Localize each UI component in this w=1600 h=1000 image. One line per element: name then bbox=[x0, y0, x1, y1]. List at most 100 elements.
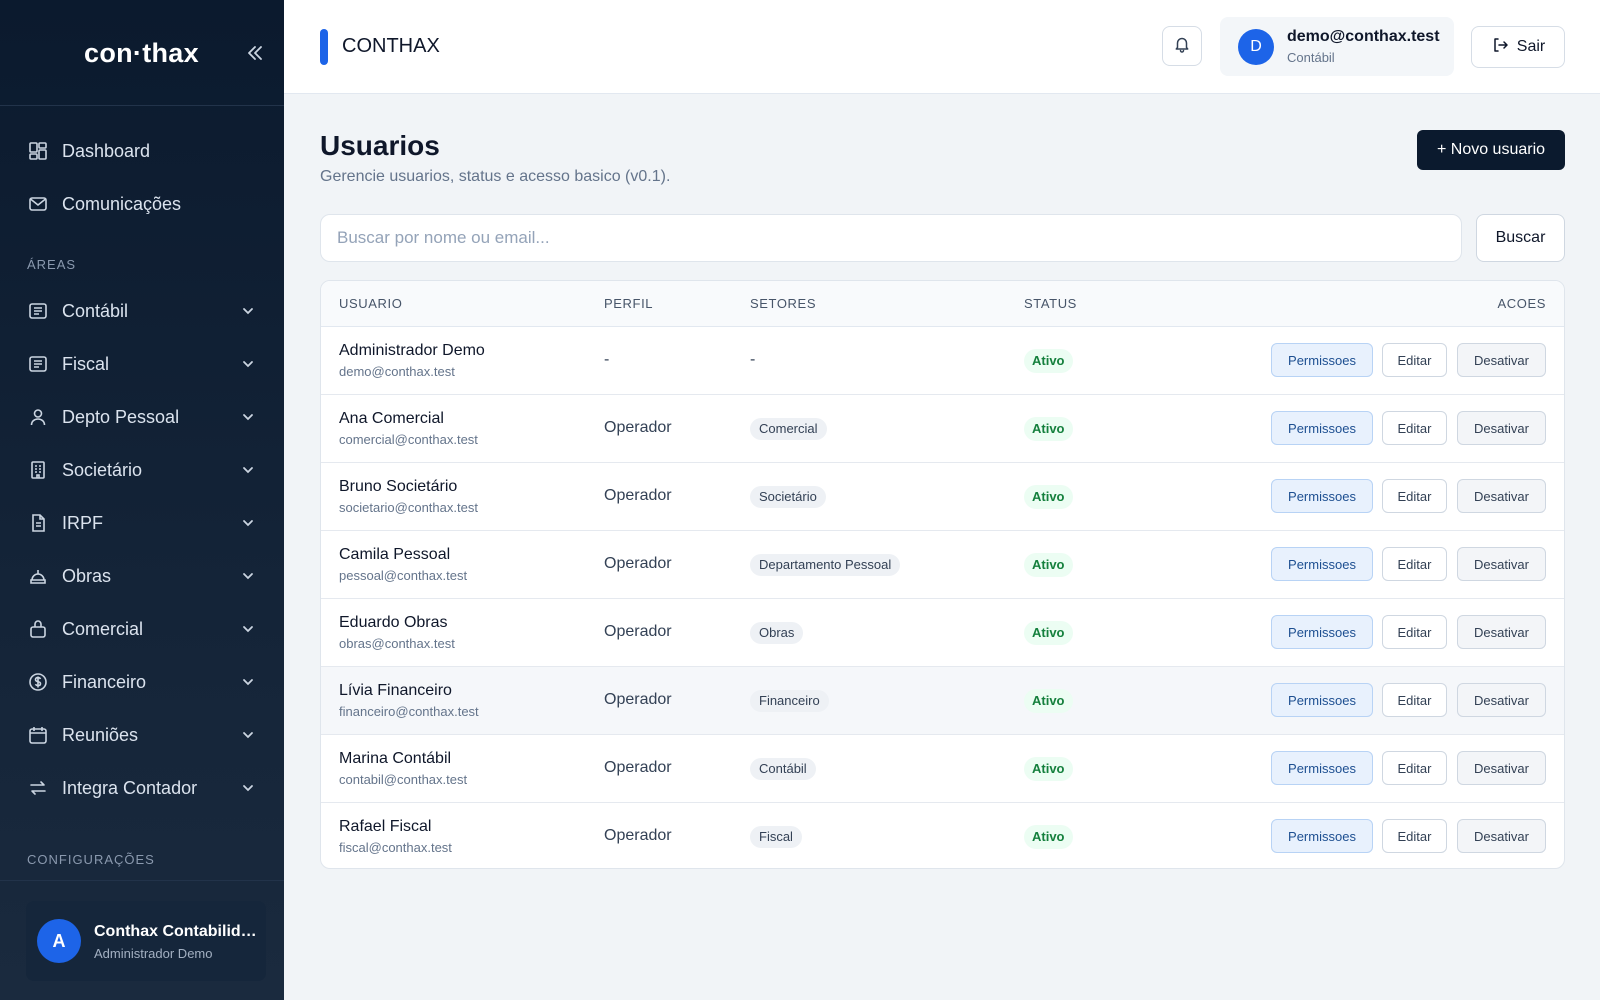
sidebar-item-label: Societário bbox=[62, 459, 143, 480]
deactivate-button[interactable]: Desativar bbox=[1457, 479, 1546, 513]
permissions-button[interactable]: Permissoes bbox=[1271, 411, 1373, 445]
edit-button[interactable]: Editar bbox=[1382, 343, 1447, 377]
status-badge: Ativo bbox=[1024, 825, 1073, 849]
dashboard-icon bbox=[28, 141, 48, 161]
table-row: Rafael Fiscal fiscal@conthax.test Operador… bbox=[321, 803, 1564, 868]
user-profile: Operador bbox=[604, 419, 672, 436]
sidebar-item-dashboard[interactable]: Dashboard bbox=[0, 131, 284, 171]
column-header-acoes: ACOES bbox=[1497, 296, 1546, 311]
construction-icon bbox=[28, 566, 48, 586]
sidebar-item-reunioes[interactable]: Reuniões bbox=[0, 715, 284, 755]
topbar: CONTHAX D demo@conthax.test Contábil Sai… bbox=[284, 0, 1600, 94]
edit-button[interactable]: Editar bbox=[1382, 615, 1447, 649]
column-header-setores: SETORES bbox=[750, 296, 817, 311]
sidebar-item-irpf[interactable]: IRPF bbox=[0, 503, 284, 543]
sidebar-item-financeiro[interactable]: Financeiro bbox=[0, 662, 284, 702]
document-icon bbox=[28, 513, 48, 533]
page-title: Usuarios bbox=[320, 130, 440, 161]
permissions-button[interactable]: Permissoes bbox=[1271, 547, 1373, 581]
sidebar-item-fiscal[interactable]: Fiscal bbox=[0, 344, 284, 384]
chevron-down-icon bbox=[240, 621, 256, 637]
user-name: Marina Contábil bbox=[339, 750, 452, 767]
user-role: Contábil bbox=[1287, 50, 1335, 65]
permissions-button[interactable]: Permissoes bbox=[1271, 615, 1373, 649]
status-badge: Ativo bbox=[1024, 349, 1073, 373]
receipt-icon bbox=[28, 354, 48, 374]
sector-badge: Comercial bbox=[750, 418, 827, 440]
user-menu[interactable]: D demo@conthax.test Contábil bbox=[1220, 17, 1454, 76]
chevron-down-icon bbox=[240, 303, 256, 319]
search-button[interactable]: Buscar bbox=[1476, 214, 1565, 262]
user-profile: Operador bbox=[604, 487, 672, 504]
user-profile: - bbox=[604, 351, 610, 368]
sector-badge: Fiscal bbox=[750, 826, 802, 848]
table-row: Camila Pessoal pessoal@conthax.test Operad… bbox=[321, 531, 1564, 599]
section-label-areas: ÁREAS bbox=[27, 257, 77, 272]
table-row: Ana Comercial comercial@conthax.test Opera… bbox=[321, 395, 1564, 463]
sector-badge: - bbox=[750, 351, 756, 368]
deactivate-button[interactable]: Desativar bbox=[1457, 615, 1546, 649]
sidebar-item-obras[interactable]: Obras bbox=[0, 556, 284, 596]
permissions-button[interactable]: Permissoes bbox=[1271, 479, 1373, 513]
status-badge: Ativo bbox=[1024, 417, 1073, 441]
deactivate-button[interactable]: Desativar bbox=[1457, 547, 1546, 581]
chevron-down-icon bbox=[240, 356, 256, 372]
table-header: USUARIO PERFIL SETORES STATUS ACOES bbox=[321, 281, 1564, 327]
sidebar-item-comercial[interactable]: Comercial bbox=[0, 609, 284, 649]
sidebar-item-societario[interactable]: Societário bbox=[0, 450, 284, 490]
organization-role: Administrador Demo bbox=[94, 946, 213, 961]
user-icon bbox=[28, 407, 48, 427]
permissions-button[interactable]: Permissoes bbox=[1271, 683, 1373, 717]
edit-button[interactable]: Editar bbox=[1382, 751, 1447, 785]
sidebar-item-contabil[interactable]: Contábil bbox=[0, 291, 284, 331]
deactivate-button[interactable]: Desativar bbox=[1457, 683, 1546, 717]
edit-button[interactable]: Editar bbox=[1382, 479, 1447, 513]
deactivate-button[interactable]: Desativar bbox=[1457, 751, 1546, 785]
sidebar-header: con·thax bbox=[0, 0, 284, 106]
sidebar-item-integra-contador[interactable]: Integra Contador bbox=[0, 768, 284, 808]
user-name: Lívia Financeiro bbox=[339, 682, 452, 699]
user-email: pessoal@conthax.test bbox=[339, 568, 468, 583]
sidebar-item-label: Financeiro bbox=[62, 671, 147, 692]
sidebar-item-label: Comunicações bbox=[62, 193, 182, 214]
user-email: obras@conthax.test bbox=[339, 636, 455, 651]
sidebar: con·thax Dashboard Comunicações ÁREAS Co… bbox=[0, 0, 284, 1000]
deactivate-button[interactable]: Desativar bbox=[1457, 343, 1546, 377]
sidebar-item-label: Reuniões bbox=[62, 724, 139, 745]
calendar-icon bbox=[28, 725, 48, 745]
logout-button[interactable]: Sair bbox=[1471, 26, 1565, 68]
chevron-down-icon bbox=[240, 409, 256, 425]
sidebar-item-comunicacoes[interactable]: Comunicações bbox=[0, 184, 284, 224]
ledger-icon bbox=[28, 301, 48, 321]
edit-button[interactable]: Editar bbox=[1382, 819, 1447, 853]
users-table: USUARIO PERFIL SETORES STATUS ACOES Admi… bbox=[320, 280, 1565, 869]
sidebar-item-label: Obras bbox=[62, 565, 112, 586]
sidebar-item-depto-pessoal[interactable]: Depto Pessoal bbox=[0, 397, 284, 437]
edit-button[interactable]: Editar bbox=[1382, 547, 1447, 581]
search-input[interactable] bbox=[320, 214, 1462, 262]
new-user-button[interactable]: + Novo usuario bbox=[1417, 130, 1565, 170]
deactivate-button[interactable]: Desativar bbox=[1457, 411, 1546, 445]
collapse-sidebar-icon[interactable] bbox=[244, 42, 266, 64]
organization-card[interactable]: A Conthax Contabilidade Administrador De… bbox=[26, 901, 266, 981]
user-name: Ana Comercial bbox=[339, 410, 444, 427]
page-subtitle: Gerencie usuarios, status e acesso basic… bbox=[320, 168, 671, 185]
avatar: D bbox=[1238, 29, 1274, 65]
user-profile: Operador bbox=[604, 827, 672, 844]
status-badge: Ativo bbox=[1024, 689, 1073, 713]
permissions-button[interactable]: Permissoes bbox=[1271, 751, 1373, 785]
notifications-button[interactable] bbox=[1162, 26, 1202, 66]
edit-button[interactable]: Editar bbox=[1382, 411, 1447, 445]
user-name: Eduardo Obras bbox=[339, 614, 448, 631]
logo: con·thax bbox=[84, 38, 199, 68]
status-badge: Ativo bbox=[1024, 485, 1073, 509]
bell-icon bbox=[1173, 35, 1191, 58]
chevron-down-icon bbox=[240, 568, 256, 584]
sidebar-item-label: Depto Pessoal bbox=[62, 406, 180, 427]
status-badge: Ativo bbox=[1024, 621, 1073, 645]
sector-badge: Obras bbox=[750, 622, 804, 644]
deactivate-button[interactable]: Desativar bbox=[1457, 819, 1546, 853]
permissions-button[interactable]: Permissoes bbox=[1271, 819, 1373, 853]
permissions-button[interactable]: Permissoes bbox=[1271, 343, 1373, 377]
edit-button[interactable]: Editar bbox=[1382, 683, 1447, 717]
